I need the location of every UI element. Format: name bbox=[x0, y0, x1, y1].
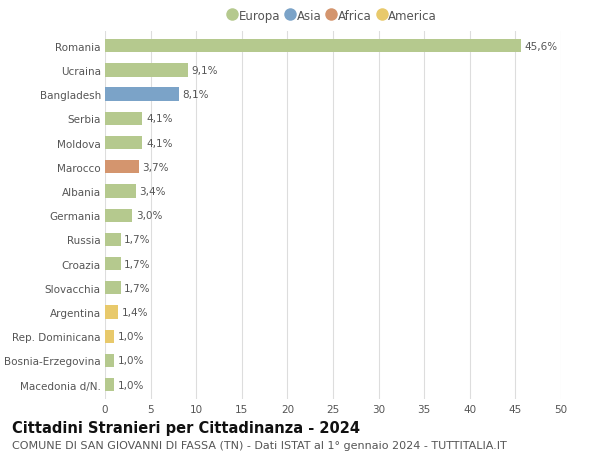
Bar bbox=[105, 330, 114, 343]
Bar bbox=[105, 137, 142, 150]
Bar bbox=[105, 64, 188, 78]
Text: 3,7%: 3,7% bbox=[142, 162, 169, 173]
Text: 1,0%: 1,0% bbox=[118, 356, 144, 366]
Bar bbox=[105, 233, 121, 246]
Bar bbox=[105, 378, 114, 392]
Text: 4,1%: 4,1% bbox=[146, 138, 173, 148]
Bar bbox=[105, 306, 118, 319]
Text: 1,0%: 1,0% bbox=[118, 380, 144, 390]
Text: Cittadini Stranieri per Cittadinanza - 2024: Cittadini Stranieri per Cittadinanza - 2… bbox=[12, 420, 360, 435]
Bar bbox=[105, 88, 179, 101]
Bar bbox=[105, 185, 136, 198]
Text: 45,6%: 45,6% bbox=[524, 42, 557, 51]
Text: 1,7%: 1,7% bbox=[124, 235, 151, 245]
Text: 1,0%: 1,0% bbox=[118, 331, 144, 341]
Text: 1,4%: 1,4% bbox=[121, 308, 148, 317]
Bar bbox=[105, 257, 121, 271]
Text: 3,0%: 3,0% bbox=[136, 211, 163, 221]
Bar bbox=[105, 281, 121, 295]
Bar bbox=[105, 112, 142, 126]
Legend: Europa, Asia, Africa, America: Europa, Asia, Africa, America bbox=[229, 10, 437, 22]
Text: 1,7%: 1,7% bbox=[124, 259, 151, 269]
Text: 3,4%: 3,4% bbox=[140, 186, 166, 196]
Text: 1,7%: 1,7% bbox=[124, 283, 151, 293]
Text: COMUNE DI SAN GIOVANNI DI FASSA (TN) - Dati ISTAT al 1° gennaio 2024 - TUTTITALI: COMUNE DI SAN GIOVANNI DI FASSA (TN) - D… bbox=[12, 440, 507, 450]
Bar bbox=[105, 209, 133, 222]
Bar bbox=[105, 354, 114, 367]
Text: 4,1%: 4,1% bbox=[146, 114, 173, 124]
Bar bbox=[105, 161, 139, 174]
Bar bbox=[105, 40, 521, 53]
Text: 9,1%: 9,1% bbox=[191, 66, 218, 76]
Text: 8,1%: 8,1% bbox=[182, 90, 209, 100]
